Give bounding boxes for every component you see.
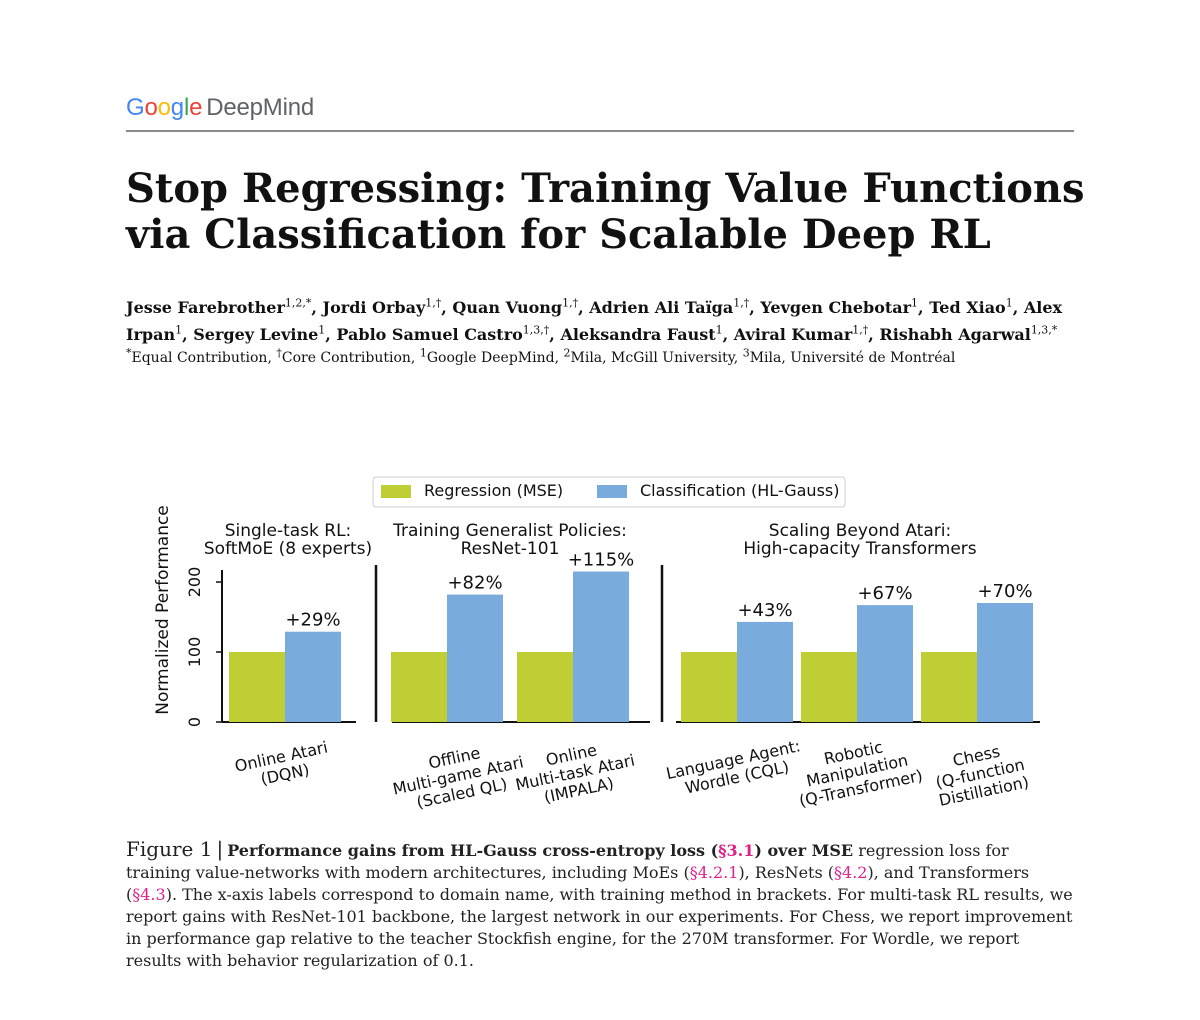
ref-section-4-2[interactable]: §4.2: [834, 863, 868, 882]
bar-classification: [737, 621, 793, 722]
ref-section-4-3[interactable]: §4.3: [132, 885, 166, 904]
author-affiliation-marker: 1,2,*: [284, 296, 312, 310]
affiliation-marker: 3: [742, 346, 750, 360]
figure-1-chart: Regression (MSE) Classification (HL-Gauss…: [153, 476, 1040, 812]
author-affiliation-marker: 1,†: [852, 323, 869, 337]
author-affiliation-marker: 1,†: [733, 296, 750, 310]
author-name: Jordi Orbay: [322, 298, 426, 317]
bar-classification: [857, 605, 913, 722]
caption-separator: |: [216, 837, 224, 861]
y-tick-label: 0: [185, 717, 204, 727]
legend-swatch-regression: [381, 485, 411, 498]
bar-regression: [681, 652, 737, 722]
author-affiliation-marker: 1,3,*: [1030, 323, 1058, 337]
affiliation-marker: †: [276, 346, 282, 360]
caption-text-3: ), and Transformers (: [126, 863, 1030, 904]
paper-title: Stop Regressing: Training Value Function…: [126, 165, 1085, 258]
bar-regression: [229, 652, 285, 722]
panel-title-line-1: Scaling Beyond Atari:: [769, 521, 951, 541]
bar-gain-label: +82%: [447, 573, 502, 594]
caption-bold-b: ) over MSE: [754, 841, 854, 860]
figure-caption: Figure 1 | Performance gains from HL-Gauss…: [126, 838, 1076, 972]
affiliation-text: Core Contribution: [281, 350, 411, 366]
author-affiliation-marker: 1,3,†: [522, 323, 550, 337]
caption-text-1: regression loss for training value-netwo…: [126, 841, 1009, 882]
y-tick-label: 100: [185, 637, 204, 668]
panel-title-line-2: High-capacity Transformers: [743, 539, 976, 559]
author-affiliation-marker: 1,†: [425, 296, 442, 310]
author-affiliation-marker: 1,†: [562, 296, 579, 310]
deepmind-wordmark: DeepMind: [206, 94, 315, 121]
legend-label-classification: Classification (HL-Gauss): [640, 481, 839, 500]
author-name: Rishabh Agarwal: [879, 325, 1031, 344]
y-axis-label: Normalized Performance: [153, 505, 173, 715]
header-rule: [126, 130, 1074, 132]
google-wordmark: Google: [126, 94, 203, 121]
author-name: Adrien Ali Taïga: [589, 298, 734, 317]
author-affiliation-marker: 1: [911, 296, 919, 310]
caption-bold-a: Performance gains from HL-Gauss cross-en…: [227, 841, 719, 860]
ref-section-3-1[interactable]: §3.1: [718, 841, 755, 860]
affiliation-list: *Equal Contribution, †Core Contribution,…: [126, 346, 956, 366]
bar-gain-label: +67%: [857, 583, 912, 604]
author-name: Jesse Farebrother: [126, 298, 285, 317]
panel-title-line-2: ResNet-101: [461, 539, 560, 559]
bar-classification: [447, 594, 503, 722]
author-name: Quan Vuong: [452, 298, 563, 317]
panel-title-line-2: SoftMoE (8 experts): [204, 539, 372, 559]
bar-regression: [921, 652, 977, 722]
figure-label: Figure 1: [126, 837, 213, 861]
bar-classification: [977, 603, 1033, 722]
ref-section-4-2-1[interactable]: §4.2.1: [689, 863, 739, 882]
bar-gain-label: +43%: [737, 600, 792, 621]
author-name: Yevgen Chebotar: [760, 298, 912, 317]
bar-gain-label: +70%: [977, 581, 1032, 602]
affiliation-text: Mila, McGill University: [570, 350, 734, 366]
affiliation-marker: 2: [563, 346, 571, 360]
legend-label-regression: Regression (MSE): [424, 481, 563, 500]
author-name: Alex Irpan: [126, 298, 1063, 344]
author-name: Aleksandra Faust: [560, 325, 716, 344]
affiliation-marker: *: [126, 346, 132, 360]
caption-text-4: ). The x-axis labels correspond to domai…: [126, 885, 1073, 970]
author-name: Ted Xiao: [929, 298, 1006, 317]
bar-regression: [517, 652, 573, 722]
author-affiliation-marker: 1: [318, 323, 326, 337]
affiliation-text: Equal Contribution: [131, 350, 268, 366]
author-affiliation-marker: 1: [715, 323, 723, 337]
panel-title-line-1: Single-task RL:: [225, 521, 352, 541]
y-tick-label: 200: [185, 567, 204, 598]
bar-regression: [391, 652, 447, 722]
author-affiliation-marker: 1: [175, 323, 183, 337]
author-affiliation-marker: 1: [1005, 296, 1013, 310]
author-list: Jesse Farebrother1,2,*, Jordi Orbay1,†, …: [126, 296, 1063, 344]
affiliation-marker: 1: [419, 346, 427, 360]
affiliation-text: Google DeepMind: [426, 350, 555, 366]
panel-title-line-1: Training Generalist Policies:: [392, 521, 627, 541]
google-deepmind-logo: Google DeepMind: [126, 94, 314, 122]
bar-gain-label: +115%: [568, 550, 635, 571]
bar-classification: [573, 571, 629, 722]
author-name: Aviral Kumar: [733, 325, 853, 344]
author-name: Pablo Samuel Castro: [336, 325, 523, 344]
affiliation-text: Mila, Université de Montréal: [749, 350, 956, 366]
bar-regression: [801, 652, 857, 722]
legend-swatch-classification: [597, 485, 627, 498]
caption-text-2: ), ResNets (: [738, 863, 835, 882]
bar-classification: [285, 631, 341, 722]
bar-gain-label: +29%: [285, 610, 340, 631]
author-name: Sergey Levine: [193, 325, 319, 344]
